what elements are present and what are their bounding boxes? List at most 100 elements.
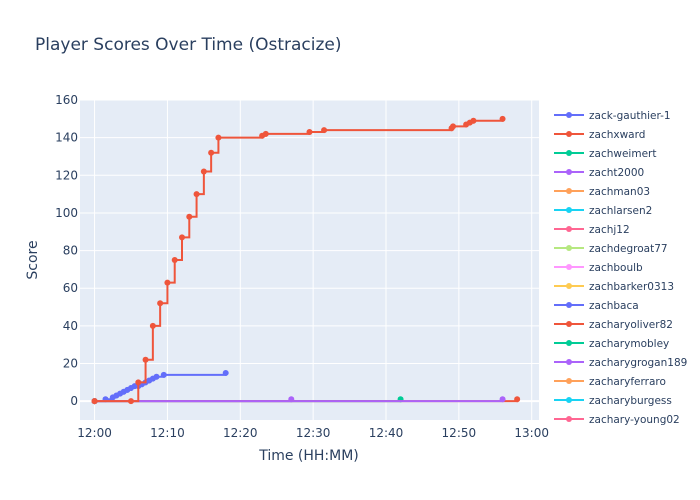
legend-label: zachbarker0313 [589,281,674,293]
legend-swatch-marker [566,264,572,270]
legend-label: zachdegroat77 [589,243,668,255]
y-tick-label: 40 [63,319,78,333]
data-point [135,379,142,386]
legend: zack-gauthier-1 zachxward zachweimert zacht… [554,110,687,426]
y-tick-label: 160 [55,93,78,107]
y-tick-label: 60 [63,281,78,295]
legend-label: zachj12 [589,224,630,236]
legend-label: zachboulb [589,262,643,274]
legend-swatch-marker [566,188,572,194]
legend-item[interactable]: zachweimert [554,148,656,160]
data-point [142,356,149,363]
legend-item[interactable]: zacharyferraro [554,376,666,388]
legend-label: zack-gauthier-1 [589,110,671,122]
x-tick-label: 12:30 [296,426,331,440]
data-point [160,371,167,378]
data-point [91,398,98,405]
legend-item[interactable]: zacharyburgess [554,395,672,407]
chart-title: Player Scores Over Time (Ostracize) [35,35,342,55]
data-point [514,396,521,403]
y-tick-label: 100 [55,206,78,220]
y-tick-label: 80 [63,244,78,258]
legend-item[interactable]: zacharyoliver82 [554,319,673,331]
legend-swatch-marker [566,397,572,403]
legend-label: zachlarsen2 [589,205,652,217]
legend-swatch-marker [566,245,572,251]
data-point [450,123,457,130]
legend-swatch-marker [566,226,572,232]
y-tick-label: 20 [63,357,78,371]
legend-item[interactable]: zachbaca [554,300,639,312]
legend-label: zacharygrogan189 [589,357,687,369]
legend-label: zachman03 [589,186,650,198]
legend-swatch-marker [566,283,572,289]
legend-swatch-marker [566,378,572,384]
legend-swatch-marker [566,207,572,213]
data-point [149,322,156,329]
legend-swatch-marker [566,416,572,422]
legend-label: zacharyferraro [589,376,666,388]
legend-swatch-marker [566,321,572,327]
series-line [94,118,504,403]
data-point [153,373,160,380]
x-tick-label: 12:10 [150,426,185,440]
legend-label: zachary-young02 [589,414,680,426]
data-point [321,127,328,134]
series-layer [91,115,521,405]
legend-swatch-marker [566,150,572,156]
y-axis-label: Score [25,240,41,279]
data-point [306,129,313,135]
legend-item[interactable]: zachlarsen2 [554,205,652,217]
grid [80,99,539,420]
y-tick-label: 120 [55,168,78,182]
legend-swatch-marker [566,131,572,137]
x-tick-label: 12:00 [77,426,112,440]
legend-label: zacharyoliver82 [589,319,673,331]
data-point [193,191,200,198]
legend-swatch-marker [566,359,572,365]
legend-item[interactable]: zachbarker0313 [554,281,674,293]
data-point [157,300,164,307]
y-axis-ticks: 0 20 40 60 80 100 120 140 160 [55,93,78,408]
legend-item[interactable]: zachboulb [554,262,643,274]
data-point [186,213,193,220]
legend-label: zachxward [589,129,645,141]
legend-item[interactable]: zacharymobley [554,338,669,350]
data-point [164,279,171,286]
x-axis-label: Time (HH:MM) [258,448,359,464]
legend-swatch-marker [566,169,572,175]
legend-item[interactable]: zachary-young02 [554,414,680,426]
x-tick-label: 12:20 [223,426,258,440]
legend-label: zachweimert [589,148,656,160]
legend-swatch-marker [566,302,572,308]
legend-item[interactable]: zachxward [554,129,645,141]
x-tick-label: 12:50 [442,426,477,440]
data-point [499,115,506,122]
data-point [171,257,178,263]
legend-item[interactable]: zachdegroat77 [554,243,668,255]
x-tick-label: 12:40 [369,426,404,440]
data-point [262,130,269,137]
legend-item[interactable]: zachman03 [554,186,650,198]
legend-label: zacharyburgess [589,395,672,407]
data-point [128,398,134,405]
legend-swatch-marker [566,340,572,346]
legend-item[interactable]: zack-gauthier-1 [554,110,671,122]
data-point [470,117,477,124]
data-point [179,234,185,241]
data-point [222,369,229,376]
y-tick-label: 140 [55,131,78,145]
legend-swatch-marker [566,112,572,118]
legend-label: zacht2000 [589,167,644,179]
legend-label: zachbaca [589,300,639,312]
x-tick-label: 13:00 [514,426,549,440]
x-axis-ticks: 12:00 12:10 12:20 12:30 12:40 12:50 13:00 [77,426,549,440]
legend-item[interactable]: zacht2000 [554,167,644,179]
legend-item[interactable]: zacharygrogan189 [554,357,687,369]
data-point [208,149,215,156]
data-point [200,168,207,175]
y-tick-label: 0 [70,394,78,408]
legend-item[interactable]: zachj12 [554,224,630,236]
series-zachxward [91,115,506,405]
